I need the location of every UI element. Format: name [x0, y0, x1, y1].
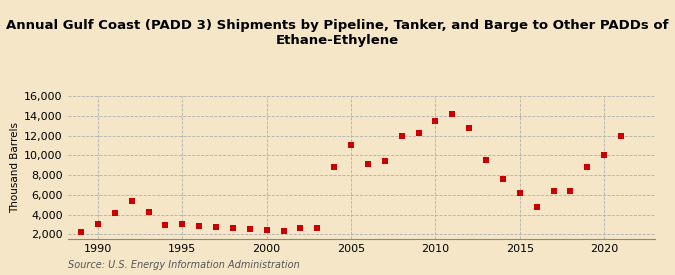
Point	[565, 189, 576, 193]
Point	[76, 230, 86, 235]
Point	[430, 119, 441, 123]
Point	[92, 222, 103, 227]
Text: Source: U.S. Energy Information Administration: Source: U.S. Energy Information Administ…	[68, 260, 299, 270]
Point	[616, 133, 626, 138]
Point	[295, 226, 306, 231]
Point	[329, 165, 340, 169]
Point	[497, 177, 508, 181]
Point	[278, 229, 289, 233]
Point	[514, 191, 525, 195]
Point	[447, 112, 458, 116]
Point	[379, 159, 390, 164]
Point	[126, 199, 137, 203]
Point	[396, 133, 407, 138]
Point	[244, 227, 255, 232]
Point	[413, 131, 424, 135]
Point	[177, 222, 188, 227]
Point	[481, 158, 491, 163]
Point	[599, 153, 610, 158]
Point	[194, 224, 205, 229]
Point	[160, 223, 171, 228]
Point	[582, 165, 593, 169]
Point	[346, 142, 356, 147]
Point	[531, 205, 542, 209]
Point	[464, 126, 475, 130]
Point	[109, 210, 120, 215]
Point	[143, 210, 154, 214]
Point	[227, 226, 238, 231]
Point	[548, 189, 559, 193]
Y-axis label: Thousand Barrels: Thousand Barrels	[10, 122, 20, 213]
Point	[261, 228, 272, 233]
Text: Annual Gulf Coast (PADD 3) Shipments by Pipeline, Tanker, and Barge to Other PAD: Annual Gulf Coast (PADD 3) Shipments by …	[6, 19, 669, 47]
Point	[211, 225, 221, 230]
Point	[312, 226, 323, 231]
Point	[362, 162, 373, 166]
